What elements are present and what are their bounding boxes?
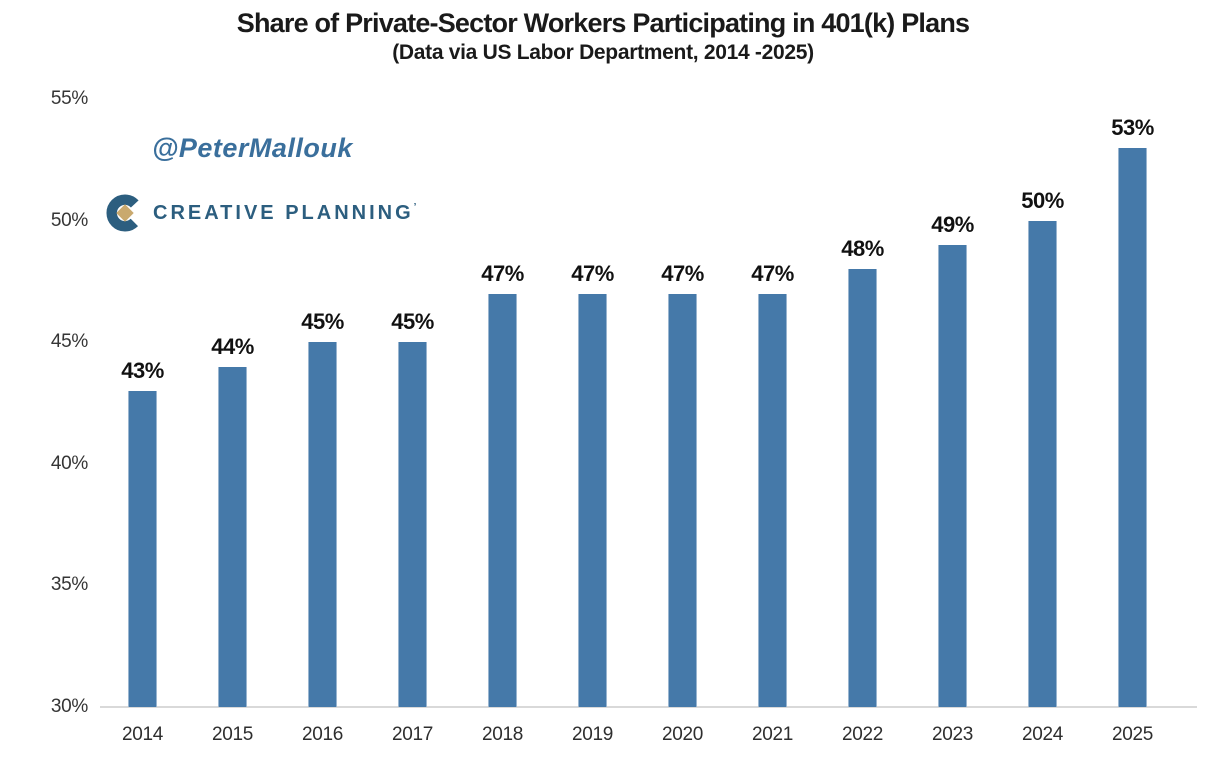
brand-name-text: CREATIVE PLANNING: [153, 201, 414, 224]
bar-value-label: 53%: [1111, 114, 1154, 140]
bar-value-label: 50%: [1021, 187, 1064, 213]
y-tick-label: 30%: [50, 696, 88, 717]
x-tick-label: 2022: [841, 724, 884, 745]
bar: [578, 293, 607, 707]
y-tick-label: 45%: [50, 331, 88, 353]
y-tick-label: 35%: [50, 574, 88, 596]
y-tick-label: 55%: [50, 88, 88, 109]
twitter-handle-watermark: @PeterMallouk: [152, 133, 353, 163]
x-tick-label: 2018: [481, 724, 524, 745]
bar-value-label: 43%: [121, 357, 164, 383]
bar-value-label: 45%: [391, 309, 434, 335]
x-tick-label: 2014: [121, 724, 164, 745]
creative-planning-logo: CREATIVE PLANNING’: [106, 194, 416, 232]
bar: [1028, 220, 1057, 707]
x-tick-label: 2017: [391, 724, 434, 745]
x-tick-label: 2020: [661, 724, 704, 745]
y-tick-label: 50%: [50, 209, 88, 231]
y-tick-label: 40%: [50, 452, 88, 474]
x-tick-label: 2016: [301, 724, 344, 745]
bar: [218, 366, 247, 707]
brand-trademark: ’: [413, 201, 417, 213]
bar: [848, 269, 877, 707]
chart-title: Share of Private-Sector Workers Particip…: [236, 8, 970, 38]
bar-value-label: 49%: [931, 211, 974, 237]
x-tick-label: 2023: [931, 724, 974, 745]
bar-value-label: 47%: [661, 260, 704, 286]
bar-value-label: 48%: [841, 236, 884, 262]
bar-value-label: 45%: [301, 309, 344, 335]
chart-subtitle: (Data via US Labor Department, 2014 -202…: [392, 41, 814, 64]
bar: [128, 390, 157, 707]
creative-planning-c-icon: [106, 194, 144, 232]
x-axis-line: [100, 706, 1197, 708]
bar: [668, 293, 697, 707]
bar: [308, 342, 337, 707]
x-tick-label: 2025: [1111, 724, 1154, 745]
x-tick-label: 2019: [571, 724, 614, 745]
bar-value-label: 44%: [211, 333, 254, 359]
bar-value-label: 47%: [571, 260, 614, 286]
bar-value-label: 47%: [481, 260, 524, 286]
bar: [938, 244, 967, 707]
x-tick-label: 2024: [1021, 724, 1064, 745]
x-tick-label: 2015: [211, 724, 254, 745]
bar: [758, 293, 787, 707]
bar: [1118, 147, 1147, 707]
x-tick-label: 2021: [751, 724, 794, 745]
bar-value-label: 47%: [751, 260, 794, 286]
creative-planning-wordmark: CREATIVE PLANNING’: [153, 202, 416, 225]
bar: [398, 342, 427, 707]
bar: [488, 293, 517, 707]
